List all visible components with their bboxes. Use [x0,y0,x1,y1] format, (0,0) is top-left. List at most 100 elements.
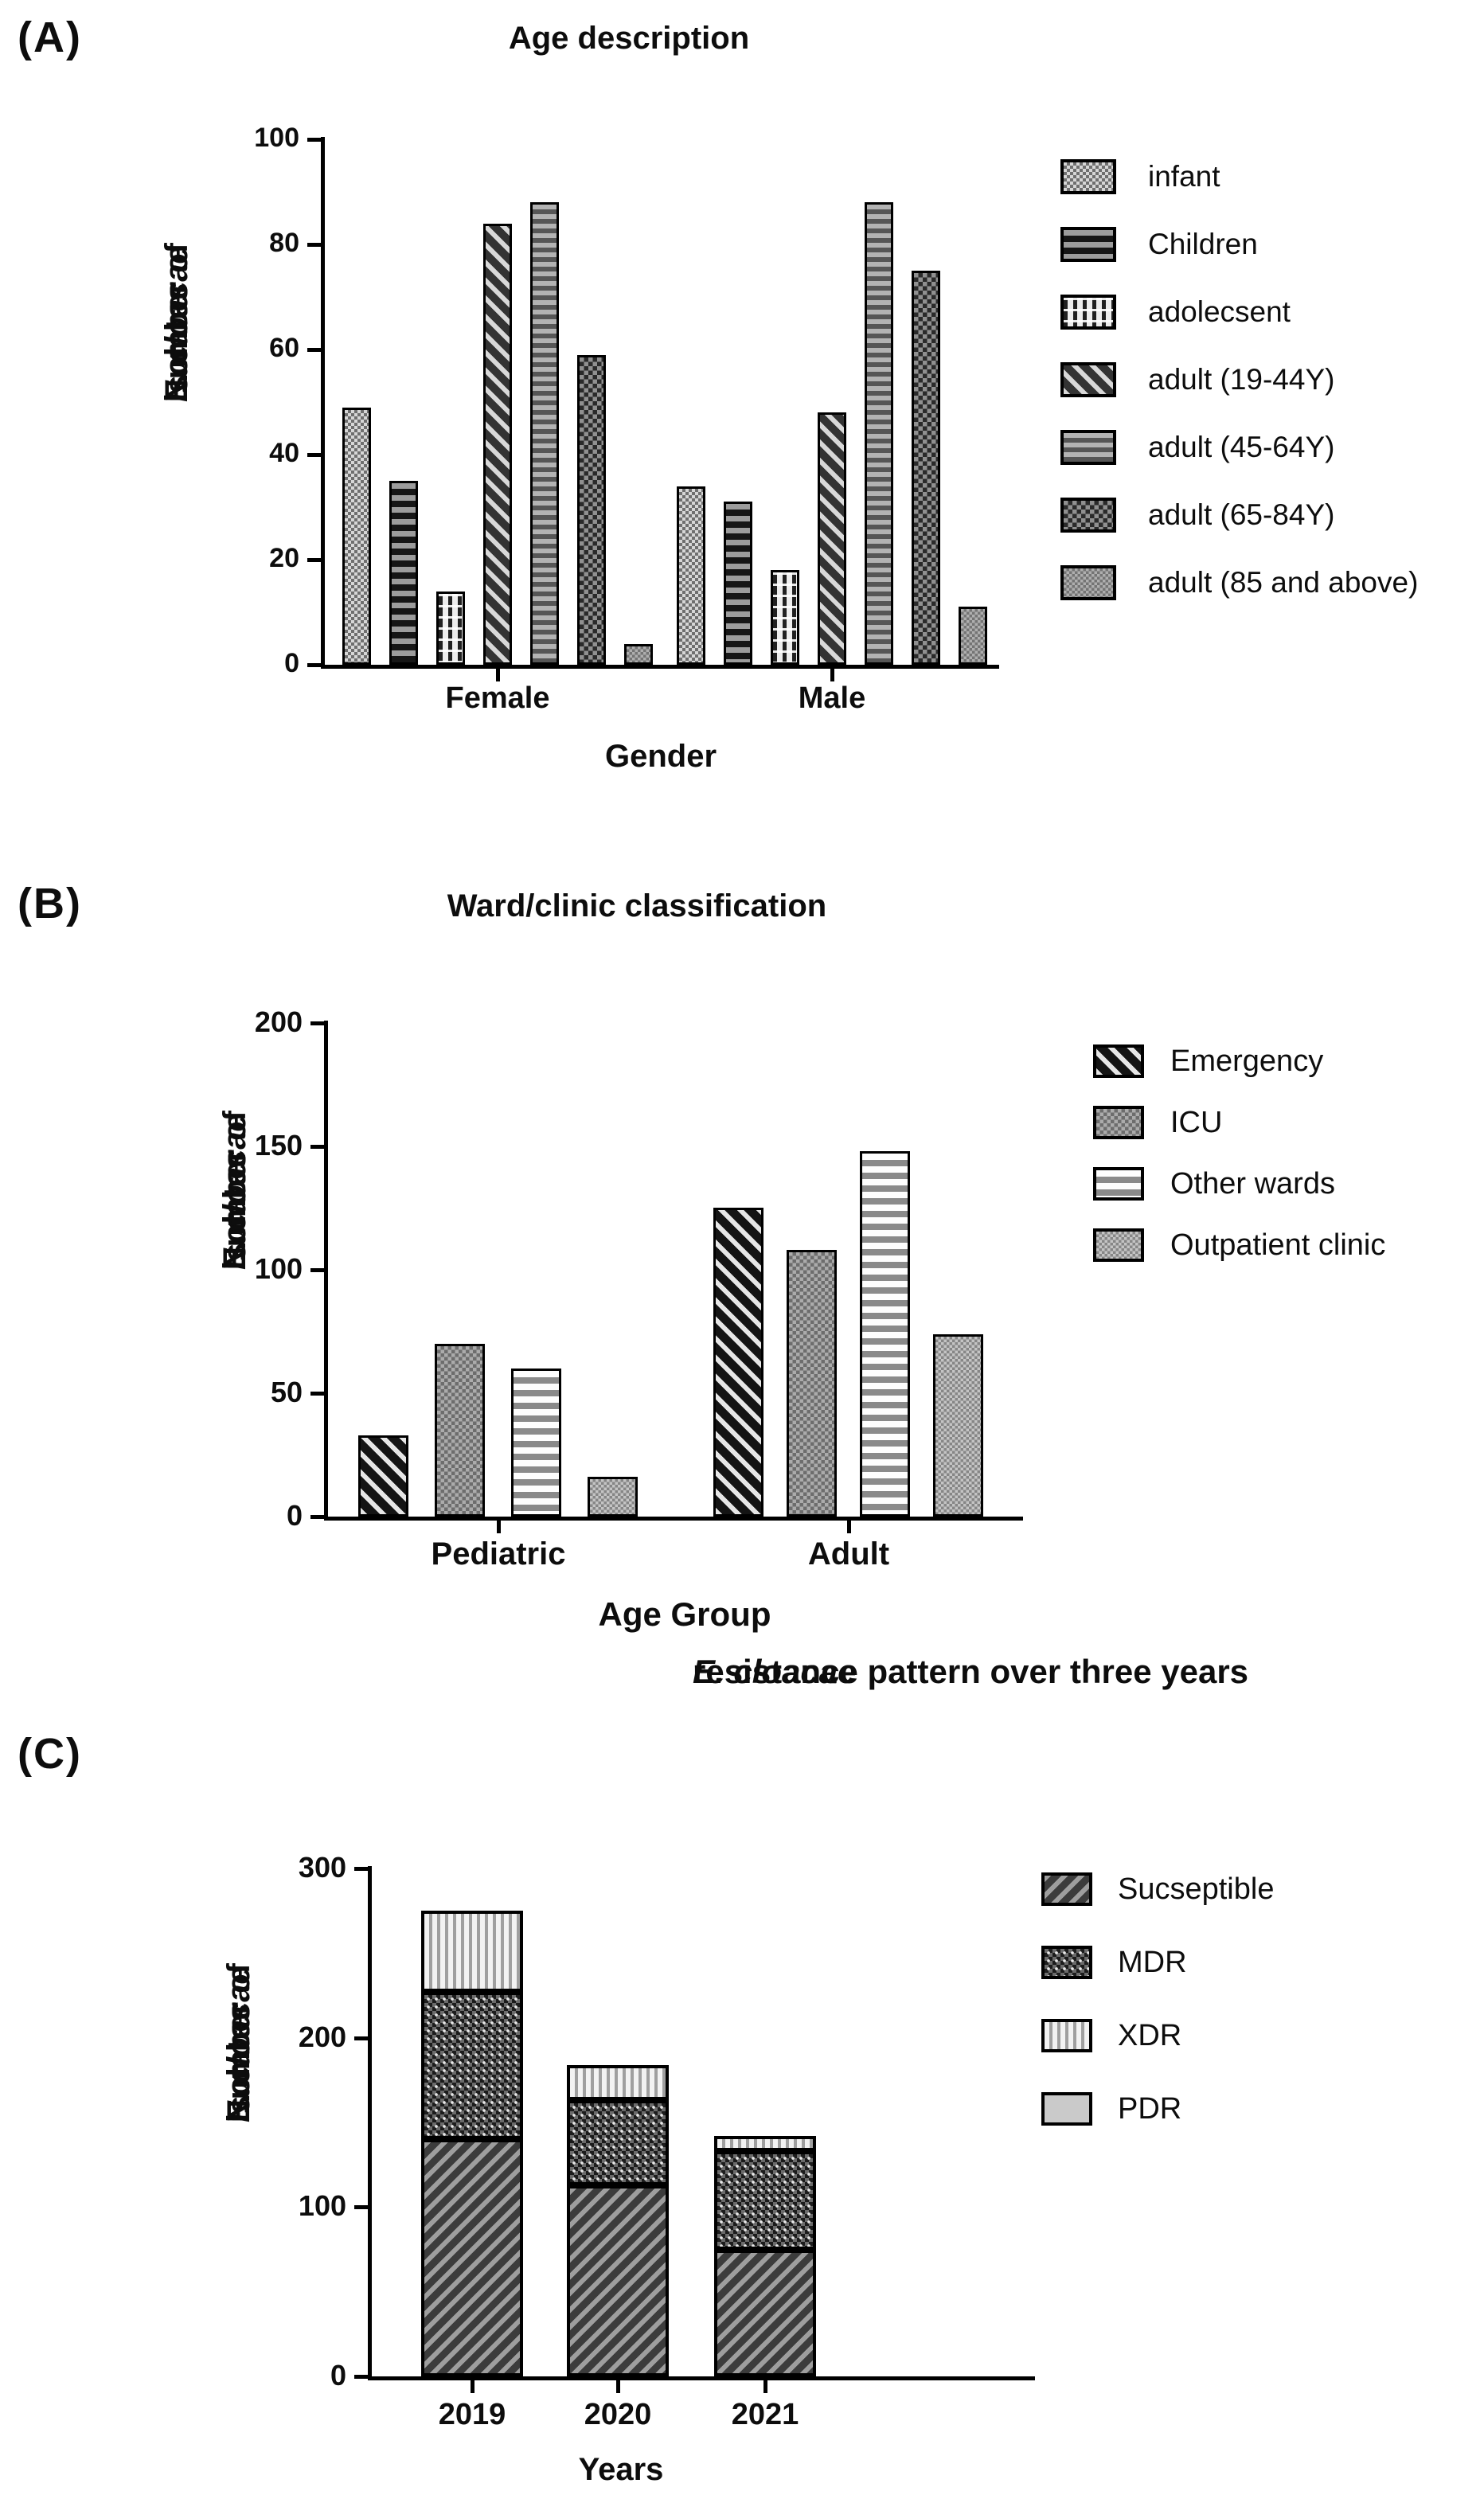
x-category-label-C-2021: 2021 [731,2398,799,2431]
bar-B-Pediatric-outpatient [588,1477,638,1517]
y-tick-C-200 [354,2036,368,2040]
y-tick-C-100 [354,2205,368,2209]
legend-swatch-outpatient [1093,1228,1144,1262]
chart-title-A: Age description [508,21,750,56]
bar-A-Male-a4564 [865,202,893,665]
legend-swatch-emergency [1093,1044,1144,1078]
x-category-label-A-Male: Male [798,681,866,715]
y-tick-label-C-0: 0 [330,2359,346,2392]
panel-label-A: (A) [18,14,82,61]
y-axis-title-A: Number of E. cloacae isolates [156,92,197,713]
legend-swatch-adolescent [1060,295,1116,330]
legend-swatch-infant [1060,159,1116,194]
y-axis-A [321,137,325,669]
x-axis-title-C: Years [578,2452,664,2487]
legend-label-infant: infant [1148,160,1220,193]
y-tick-label-B-0: 0 [286,1499,303,1532]
x-axis-A [321,665,999,669]
y-tick-A-40 [307,453,321,457]
segment-C-2020-susceptible [567,2185,669,2376]
x-tick-C-2019 [471,2380,474,2393]
ylabel-text: isolates [159,283,194,402]
y-axis-title-C: Number of E. cloacae isolates [218,1821,260,2424]
segment-C-2021-xdr [714,2136,816,2151]
bar-B-Adult-icu [787,1250,837,1517]
bar-B-Pediatric-emergency [358,1435,408,1517]
legend-swatch-a85 [1060,565,1116,600]
legend-swatch-a1944 [1060,362,1116,397]
bar-A-Female-adolescent [436,592,465,665]
panel-label-B: (B) [18,880,82,927]
bar-A-Male-adolescent [771,570,799,665]
x-axis-title-A: Gender [604,739,717,774]
y-tick-label-C-300: 300 [298,1851,346,1884]
y-tick-B-100 [310,1268,324,1272]
x-tick-A-Male [830,669,834,681]
legend-label-adolescent: adolecsent [1148,295,1291,328]
y-tick-B-0 [310,1515,324,1519]
x-category-label-B-Adult: Adult [807,1536,890,1572]
segment-C-2019-mdr [421,1992,523,2139]
bar-B-Adult-otherwards [860,1151,910,1517]
bar-B-Adult-emergency [713,1208,763,1517]
y-tick-label-C-200: 200 [298,2021,346,2053]
legend-label-otherwards: Other wards [1170,1167,1335,1201]
legend-label-xdr: XDR [1118,2019,1182,2052]
bar-A-Male-infant [677,486,705,665]
y-tick-label-A-80: 80 [269,228,299,258]
x-category-label-A-Female: Female [445,681,550,715]
legend-label-icu: ICU [1170,1106,1223,1139]
legend-swatch-a6584 [1060,498,1116,533]
x-category-label-C-2020: 2020 [584,2398,652,2431]
y-tick-A-0 [307,663,321,667]
y-tick-label-B-200: 200 [254,1005,303,1038]
x-axis-B [324,1517,1023,1521]
y-tick-B-50 [310,1392,324,1396]
panel-label-C: (C) [18,1730,82,1778]
bar-A-Male-a6584 [912,271,940,665]
legend-swatch-otherwards [1093,1167,1144,1201]
bar-B-Pediatric-otherwards [511,1369,561,1517]
legend-label-emergency: Emergency [1170,1044,1324,1078]
segment-C-2019-susceptible [421,2139,523,2376]
x-category-label-B-Pediatric: Pediatric [431,1536,566,1572]
y-tick-label-A-0: 0 [284,648,299,678]
legend-label-a85: adult (85 and above) [1148,566,1419,599]
x-axis-title-B: Age Group [598,1595,771,1633]
legend-swatch-pdr [1041,2092,1092,2126]
bar-A-Female-infant [342,408,371,665]
bar-A-Female-a85 [624,644,653,665]
legend-swatch-children [1060,227,1116,262]
y-tick-C-0 [354,2375,368,2379]
legend-label-a1944: adult (19-44Y) [1148,363,1335,396]
legend-swatch-susceptible [1041,1872,1092,1906]
bar-A-Male-a85 [959,607,987,665]
legend-swatch-a4564 [1060,430,1116,465]
y-tick-label-B-100: 100 [254,1252,303,1285]
legend-label-a6584: adult (65-84Y) [1148,498,1335,531]
legend-swatch-xdr [1041,2019,1092,2052]
chart-title-B: Ward/clinic classification [447,888,827,923]
bar-B-Pediatric-icu [435,1344,485,1517]
y-tick-B-200 [310,1021,324,1025]
y-tick-label-A-20: 20 [269,543,299,573]
bar-A-Female-a1944 [483,224,512,665]
y-axis-C [368,1866,372,2380]
x-axis-C [368,2376,1035,2380]
x-tick-B-Pediatric [497,1521,501,1533]
x-tick-B-Adult [847,1521,851,1533]
legend-label-mdr: MDR [1118,1946,1187,1979]
y-tick-A-80 [307,243,321,247]
y-tick-A-60 [307,348,321,352]
bar-A-Female-a6584 [577,355,606,665]
legend-label-children: Children [1148,228,1258,260]
segment-C-2019-xdr [421,1911,523,1992]
title-species-italic: E. cloacae [693,1653,857,1690]
y-tick-A-100 [307,138,321,142]
legend-label-a4564: adult (45-64Y) [1148,431,1335,463]
legend-label-outpatient: Outpatient clinic [1170,1228,1386,1262]
segment-C-2020-mdr [567,2100,669,2185]
ylabel-text: isolates [221,2004,256,2122]
legend-swatch-icu [1093,1106,1144,1139]
